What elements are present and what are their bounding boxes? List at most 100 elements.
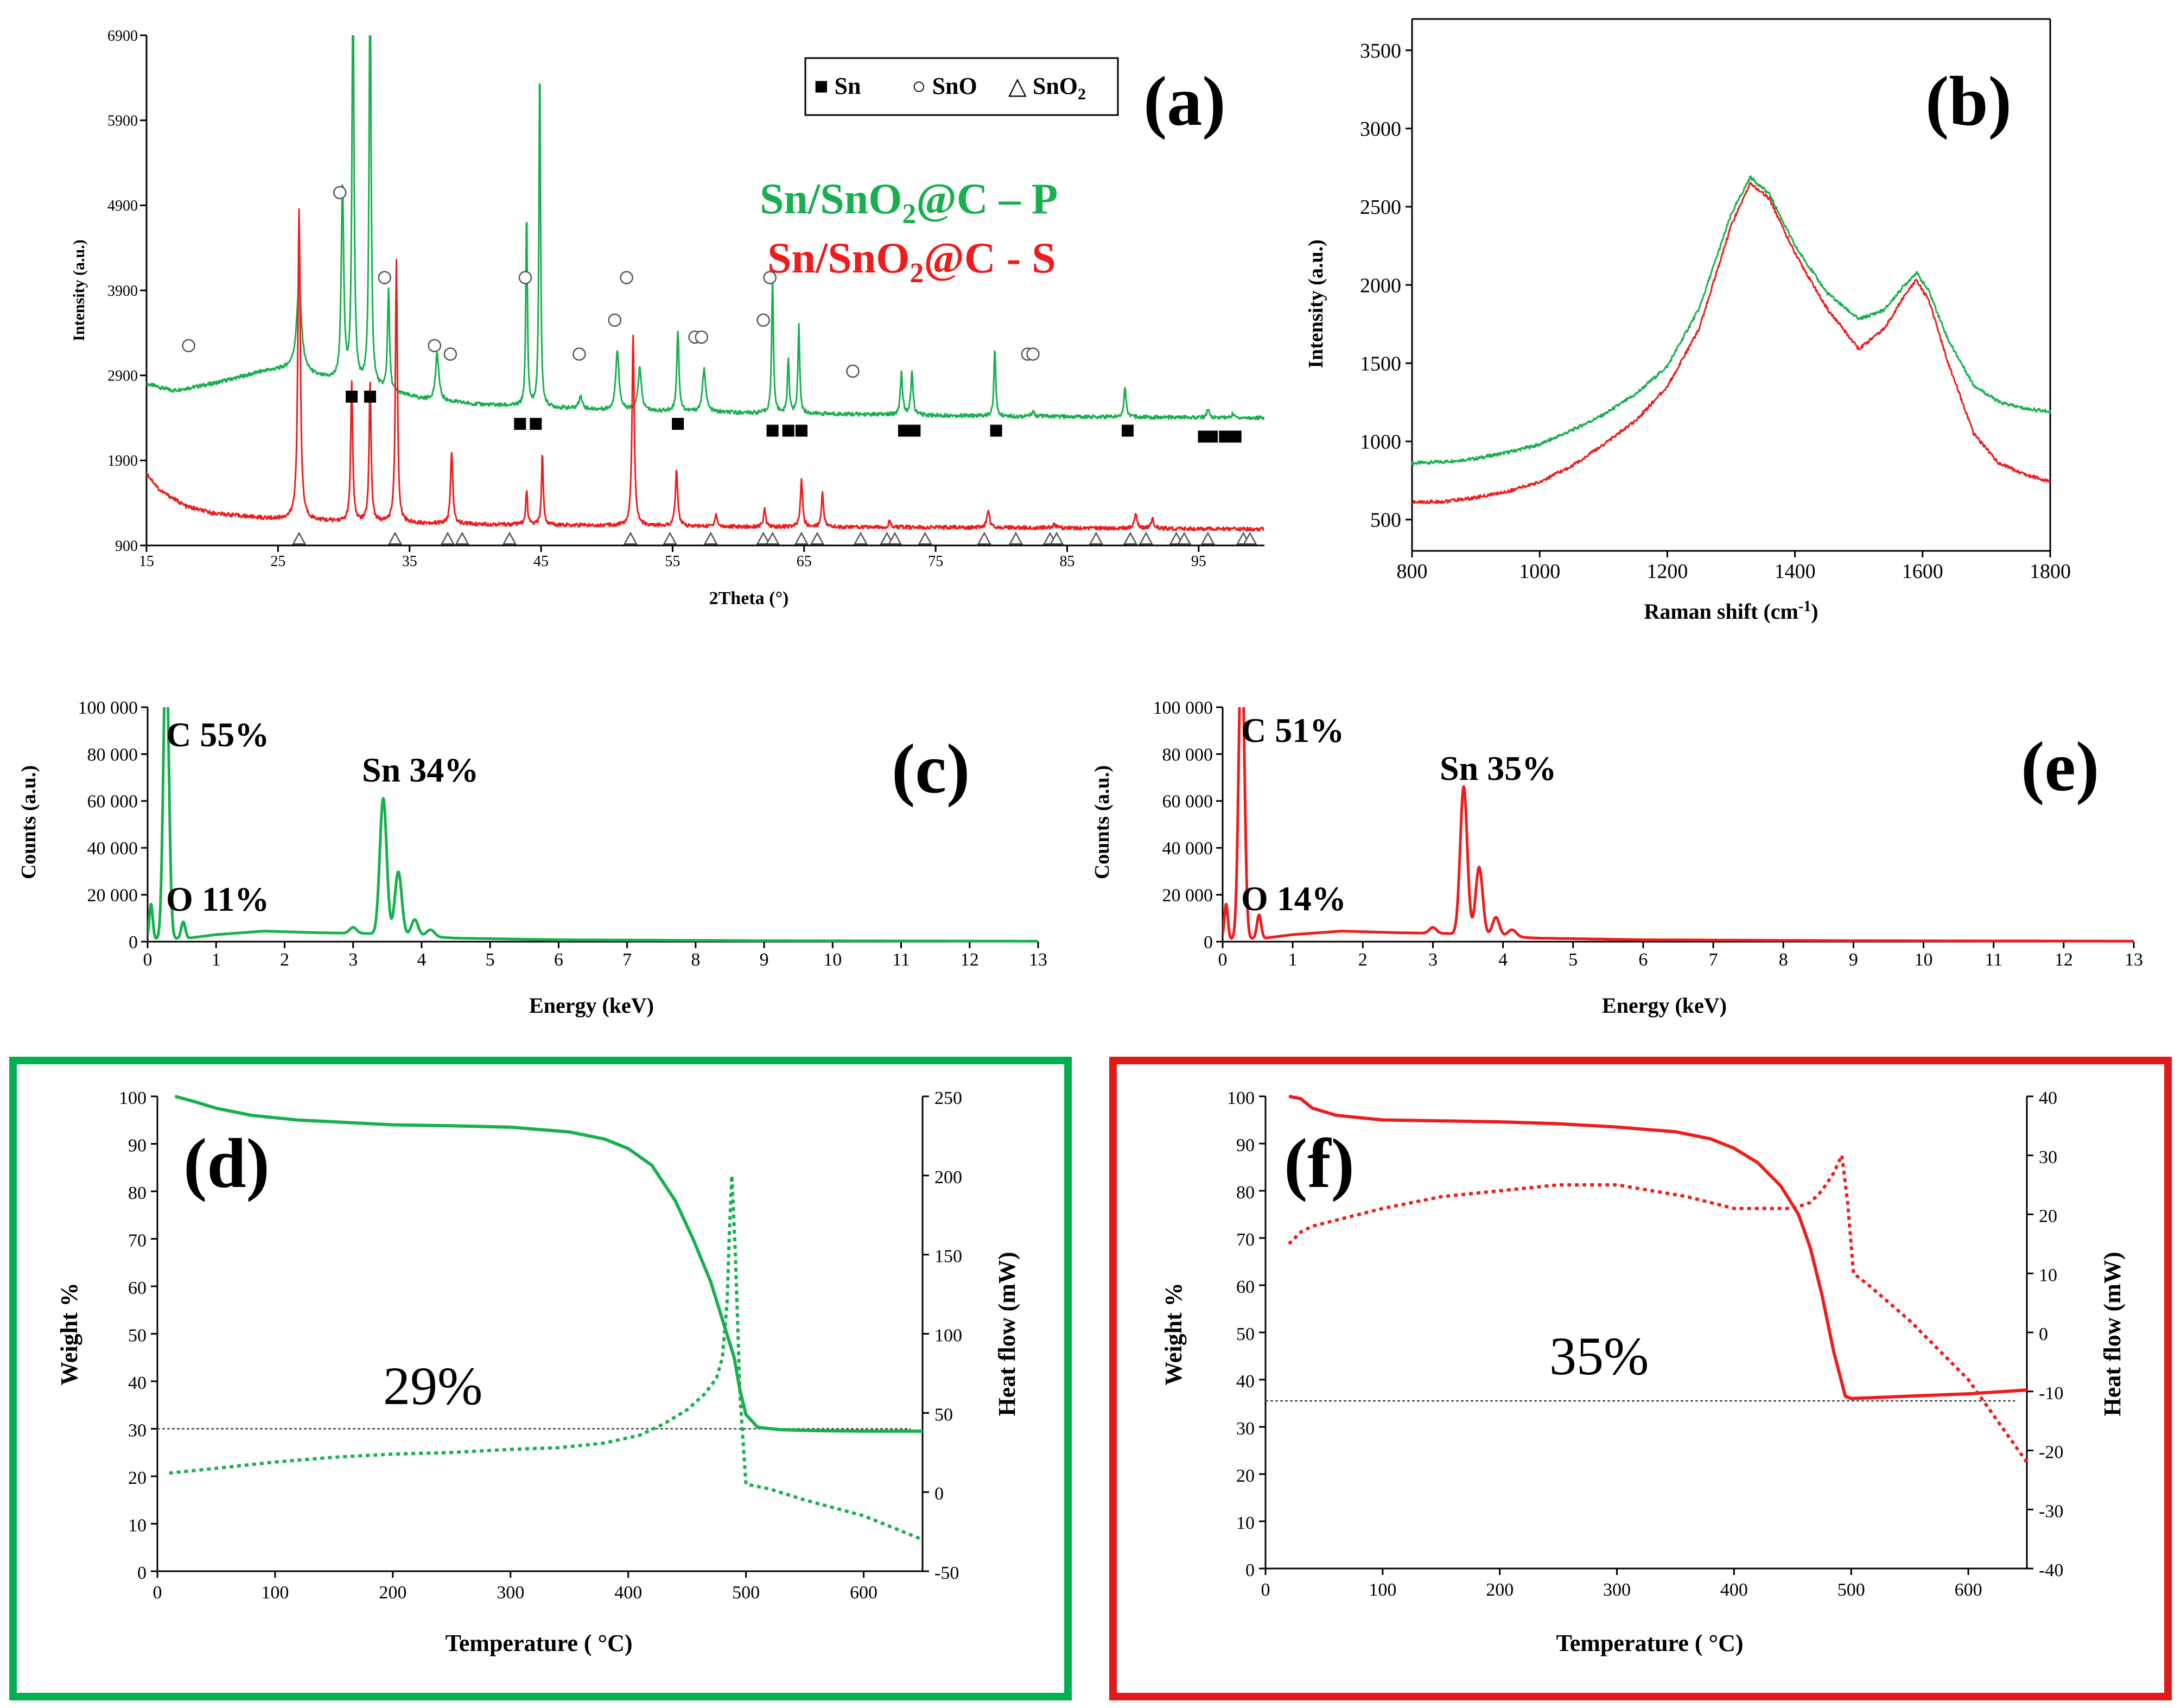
x-tick-label: 300 — [497, 1583, 524, 1603]
sn-marker — [795, 424, 807, 437]
panel-f-tga: 0 100 200 300 400 500 600010203040506070809010… — [1109, 1057, 2172, 1700]
sno2-marker — [918, 531, 932, 545]
annotation-e-tin: Sn 35% — [1440, 749, 1556, 788]
panel-d-tga: 0 100 200 300 400 500 600010203040506070809010… — [9, 1057, 1072, 1700]
x-axis-label-d: Temperature ( °C) — [445, 1630, 632, 1656]
sno-marker — [763, 271, 777, 284]
x-axis-label-c: Energy (keV) — [529, 993, 654, 1018]
sn-marker — [364, 390, 376, 403]
y-tick-label: 20 000 — [87, 886, 138, 906]
x-tick-label: 1600 — [1902, 560, 1943, 583]
x-tick-label: 400 — [614, 1583, 642, 1603]
x-axis-label-b: Raman shift (cm-1) — [1644, 598, 1818, 624]
x-tick-label: 10 — [823, 950, 842, 970]
sno-marker — [846, 364, 860, 378]
y-tick-label: 0 — [1204, 932, 1213, 953]
y-tick-label: 3500 — [1360, 40, 1401, 62]
y-tick-label: 60 000 — [87, 792, 138, 812]
y2-axis-label-f: Heat flow (mW) — [2099, 1252, 2126, 1416]
sno2-marker — [853, 531, 868, 545]
sno-marker — [1026, 347, 1040, 361]
x-tick-label: 0 — [153, 1583, 162, 1603]
sn-marker — [530, 417, 542, 430]
y2-tick-label: 30 — [2039, 1147, 2057, 1167]
y2-tick-label: 250 — [934, 1088, 962, 1108]
panel-label-b: (b) — [1925, 62, 2012, 141]
y2-tick-label: 0 — [934, 1484, 944, 1504]
sn-marker — [1219, 430, 1231, 443]
x-tick-label: 12 — [2055, 950, 2073, 970]
x-tick-label: 1 — [212, 950, 221, 970]
xrd-curve-p — [147, 35, 1264, 421]
sno2-marker — [502, 531, 517, 545]
y-tick-label: 1000 — [1360, 431, 1401, 454]
y2-axis-label-d: Heat flow (mW) — [994, 1252, 1020, 1416]
x-tick-label: 1200 — [1646, 560, 1688, 583]
y-tick-label: 2900 — [107, 367, 138, 384]
x-tick-label: 6 — [1638, 950, 1648, 970]
x-tick-label: 1000 — [1519, 560, 1560, 583]
panel-label-c: (c) — [892, 730, 970, 808]
y-axis-label-f: Weight % — [1160, 1282, 1187, 1385]
y2-tick-label: 100 — [934, 1326, 962, 1346]
series-layer — [148, 707, 1038, 943]
sn-marker — [908, 424, 921, 437]
x-tick-label: 3 — [348, 950, 358, 970]
x-tick-label: 8 — [1779, 950, 1788, 970]
y-tick-label: 50 — [128, 1326, 147, 1346]
y-tick-label: 1900 — [107, 453, 138, 469]
y2-tick-label: -50 — [934, 1563, 959, 1583]
xrd-curve-s — [147, 208, 1264, 532]
panel-d-frame — [9, 1057, 1072, 1700]
y-tick-label: 20 000 — [1162, 886, 1213, 906]
annotation-e-oxygen: O 14% — [1241, 879, 1346, 918]
x-tick-label: 500 — [732, 1583, 760, 1603]
y-tick-label: 30 — [128, 1421, 147, 1441]
y-tick-label: 500 — [1370, 509, 1401, 532]
x-tick-label: 2 — [1358, 950, 1368, 970]
series-label-s: Sn/SnO2@C - S — [767, 234, 1056, 289]
sno2-marker — [1200, 531, 1215, 545]
y-tick-label: 10 — [1236, 1513, 1255, 1533]
panel-label-d: (d) — [183, 1125, 270, 1203]
y-tick-label: 0 — [1245, 1560, 1255, 1580]
sno2-marker — [1177, 531, 1192, 545]
x-tick-label: 600 — [1955, 1580, 1982, 1600]
x-tick-label: 55 — [665, 553, 680, 570]
y2-tick-label: 0 — [2039, 1324, 2048, 1344]
sno-marker — [573, 347, 586, 361]
legend-sn: ■ Sn — [814, 73, 861, 99]
y-axis-label-e: Counts (a.u.) — [1091, 765, 1114, 879]
x-tick-label: 400 — [1720, 1580, 1748, 1600]
panel-label-a: (a) — [1143, 62, 1226, 141]
sno2-marker — [455, 531, 469, 545]
sno2-marker — [663, 531, 677, 545]
sno2-marker — [440, 531, 455, 545]
x-tick-label: 4 — [1498, 950, 1508, 970]
y-tick-label: 60 — [128, 1278, 147, 1298]
y-tick-label: 3900 — [107, 283, 138, 300]
y-tick-label: 100 000 — [78, 698, 138, 718]
y2-tick-label: -40 — [2039, 1560, 2063, 1580]
y-tick-label: 70 — [128, 1231, 147, 1251]
x-tick-label: 5 — [486, 950, 495, 970]
y2-tick-label: 10 — [2039, 1265, 2057, 1285]
panel-a-plot-area: 15 25 35 45 55 65 75 85 95 900 1900 2900 3900 4900 590… — [107, 28, 1264, 570]
y2-tick-label: -20 — [2039, 1443, 2063, 1463]
y-tick-label: 40 — [128, 1373, 147, 1393]
x-tick-label: 8 — [691, 950, 700, 970]
y-tick-label: 10 — [128, 1516, 147, 1536]
sno2-marker — [887, 531, 902, 545]
x-tick-label: 1800 — [2030, 560, 2071, 583]
y-tick-label: 2500 — [1360, 196, 1401, 219]
weight-curve — [1288, 1095, 2027, 1400]
sno2-marker — [765, 531, 780, 545]
y-tick-label: 30 — [1236, 1419, 1255, 1439]
sn-marker — [1206, 430, 1218, 443]
legend-sno2: △ SnO2 — [1008, 73, 1086, 103]
annotation-f-residue: 35% — [1549, 1326, 1649, 1386]
x-tick-label: 10 — [1915, 950, 1933, 970]
y-tick-label: 5900 — [107, 112, 138, 129]
